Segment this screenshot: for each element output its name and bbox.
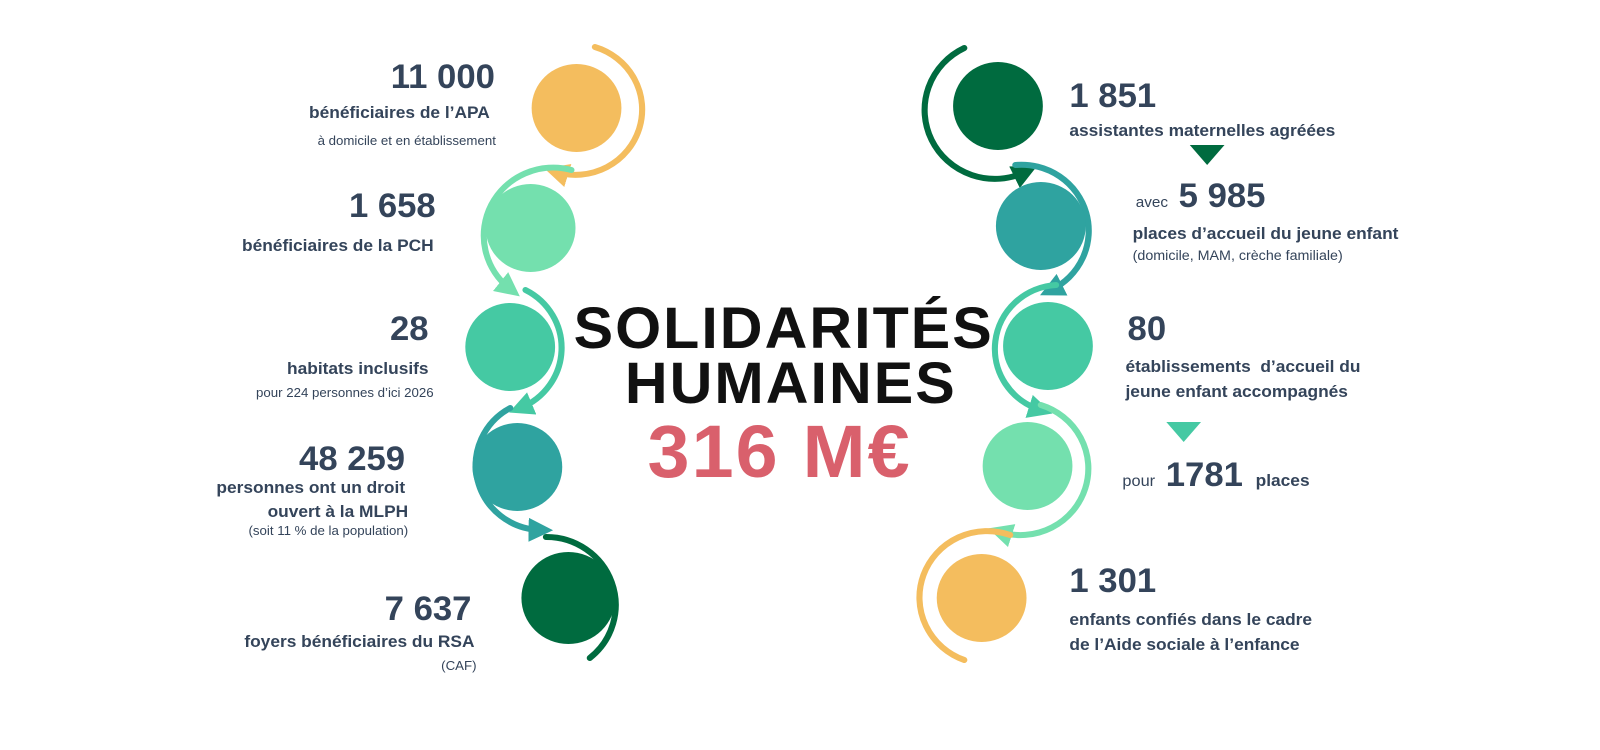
figure: 1 851: [1069, 77, 1156, 115]
arrow: [988, 402, 1092, 548]
label: bénéficiaires de la PCH: [242, 235, 434, 255]
arrow: [509, 287, 565, 415]
title-line: SOLIDARITÉS: [574, 296, 994, 361]
prefix: avec: [1136, 194, 1169, 211]
left-chain: [465, 44, 646, 661]
triangle: [1189, 145, 1225, 165]
label: assistantes maternelles agréées: [1069, 120, 1335, 140]
circle: [995, 182, 1086, 270]
figure: 28: [390, 310, 429, 348]
note: (CAF): [441, 658, 476, 673]
circle: [472, 423, 563, 511]
label: foyers bénéficiaires du RSA: [244, 631, 474, 651]
figure: 48 259: [299, 440, 405, 478]
label: habitats inclusifs: [287, 358, 429, 378]
circle: [521, 552, 616, 644]
arrow: [544, 44, 646, 187]
circle: [485, 184, 576, 272]
figure: 1781: [1166, 456, 1243, 494]
arrow: [1012, 161, 1092, 296]
right-items: 1 851 assistantes maternelles agréées av…: [1069, 77, 1398, 654]
label: personnes ont un droit: [216, 477, 405, 497]
figure: 1 658: [349, 187, 436, 225]
circle: [936, 554, 1027, 642]
circle: [531, 64, 622, 152]
circle: [1003, 302, 1093, 390]
figure: 1 301: [1069, 562, 1156, 600]
arrow: [480, 164, 575, 297]
left-items: 11 000 bénéficiaires de l’APA à domicile…: [216, 58, 496, 673]
note: pour 224 personnes d’ici 2026: [256, 385, 434, 400]
suffix: places: [1256, 470, 1310, 490]
arrow: [921, 45, 1037, 189]
label: bénéficiaires de l’APA: [309, 102, 490, 122]
title-line: HUMAINES: [625, 352, 957, 416]
label: enfants confiés dans le cadre: [1069, 609, 1312, 629]
figure: 5 985: [1179, 177, 1266, 215]
label: de l’Aide sociale à l’enfance: [1069, 634, 1299, 654]
circle: [953, 62, 1043, 150]
figure: 11 000: [391, 58, 495, 96]
label: ouvert à la MLPH: [268, 501, 409, 521]
total: 316 M€: [648, 410, 912, 493]
prefix: pour: [1122, 472, 1155, 490]
label: établissements d’accueil du: [1126, 356, 1361, 376]
sub-line: pour 1781 places: [1122, 456, 1309, 494]
right-chain: [916, 45, 1225, 663]
center: SOLIDARITÉS HUMAINES 316 M€: [574, 296, 994, 493]
figure: 80: [1128, 310, 1167, 348]
label: jeune enfant accompagnés: [1125, 381, 1348, 401]
circle: [982, 422, 1073, 510]
triangle: [1166, 422, 1202, 442]
arrow: [916, 528, 1014, 663]
label: places d’accueil du jeune enfant: [1133, 223, 1399, 243]
note: (soit 11 % de la population): [248, 523, 408, 538]
figure: 7 637: [385, 590, 472, 628]
circle: [465, 303, 556, 391]
note: (domicile, MAM, crèche familiale): [1133, 247, 1343, 263]
arrow: [991, 282, 1060, 418]
note: à domicile et en établissement: [318, 133, 497, 148]
sub-line: avec 5 985: [1136, 177, 1266, 215]
